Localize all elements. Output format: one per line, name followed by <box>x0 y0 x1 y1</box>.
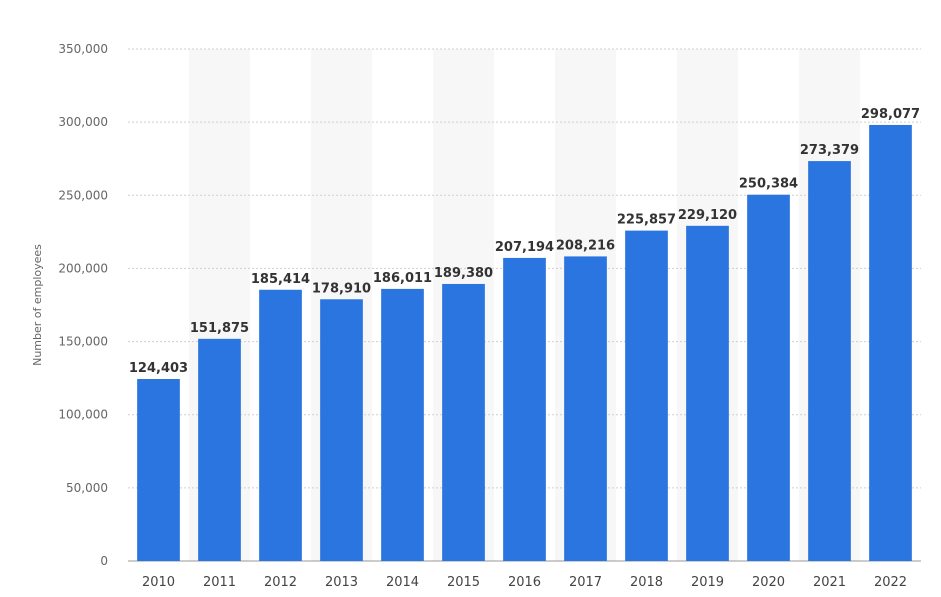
x-tick-label: 2016 <box>508 575 541 590</box>
y-tick-label: 300,000 <box>58 115 108 129</box>
bar <box>259 289 302 561</box>
y-tick-label: 250,000 <box>58 188 108 202</box>
bar <box>686 225 729 561</box>
bar <box>381 288 424 561</box>
y-tick-label: 200,000 <box>58 261 108 275</box>
bar <box>564 256 607 561</box>
x-tick-label: 2022 <box>874 575 907 590</box>
x-tick-label: 2012 <box>264 575 297 590</box>
data-label: 273,379 <box>800 143 859 158</box>
bar <box>625 230 668 562</box>
y-axis-ticks: 0 50,000 100,000 150,000 200,000 250,000 300,0… <box>58 42 108 568</box>
x-axis-ticks: 2010 2011 2012 2013 2014 2015 2016 2017 2018 2019… <box>142 575 907 590</box>
bar <box>198 338 241 561</box>
data-label: 124,403 <box>129 361 188 376</box>
x-tick-label: 2011 <box>203 575 236 590</box>
bar <box>747 194 790 561</box>
data-label: 250,384 <box>739 177 798 192</box>
y-axis-title: Number of employees <box>31 244 44 366</box>
data-label: 151,875 <box>190 321 249 336</box>
data-label: 207,194 <box>495 240 554 255</box>
bar <box>137 379 180 561</box>
data-label: 229,120 <box>678 208 737 223</box>
bar <box>503 257 546 561</box>
y-tick-label: 350,000 <box>58 42 108 56</box>
x-tick-label: 2013 <box>325 575 358 590</box>
x-tick-label: 2021 <box>813 575 846 590</box>
data-label: 185,414 <box>251 272 310 287</box>
x-tick-label: 2015 <box>447 575 480 590</box>
x-tick-label: 2018 <box>630 575 663 590</box>
x-tick-label: 2019 <box>691 575 724 590</box>
x-tick-label: 2010 <box>142 575 175 590</box>
data-label: 225,857 <box>617 213 676 228</box>
y-tick-label: 50,000 <box>66 481 108 495</box>
bar <box>320 299 363 561</box>
bar <box>808 161 851 561</box>
data-label: 178,910 <box>312 281 371 296</box>
y-tick-label: 100,000 <box>58 408 108 422</box>
data-label: 186,011 <box>373 271 432 286</box>
y-tick-label: 0 <box>100 554 108 568</box>
bar <box>442 283 485 561</box>
y-tick-label: 150,000 <box>58 335 108 349</box>
bar <box>869 124 912 561</box>
data-label: 208,216 <box>556 238 615 253</box>
data-label: 298,077 <box>861 107 920 122</box>
x-tick-label: 2014 <box>386 575 419 590</box>
bars <box>137 124 912 562</box>
x-tick-label: 2020 <box>752 575 785 590</box>
x-tick-label: 2017 <box>569 575 602 590</box>
data-label: 189,380 <box>434 266 493 281</box>
